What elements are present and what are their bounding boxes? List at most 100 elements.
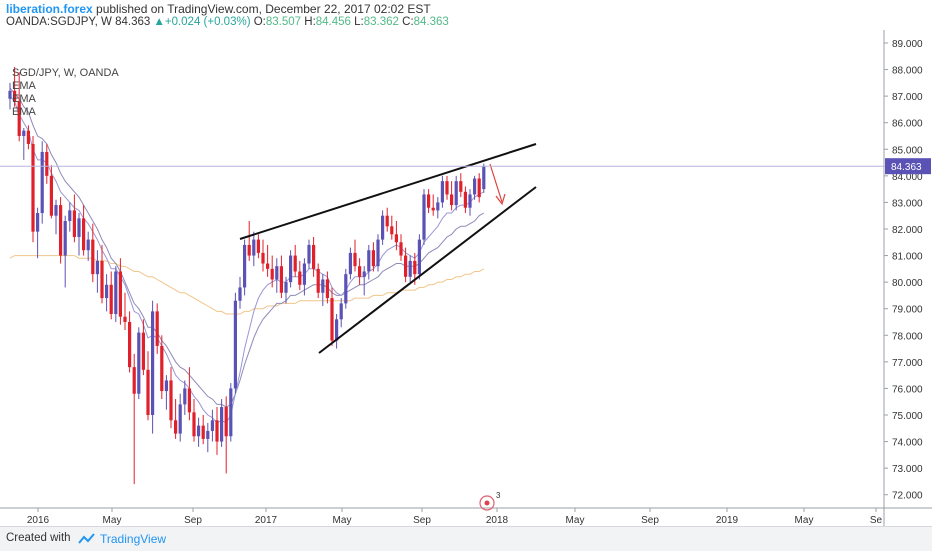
high-label: H:: [304, 16, 316, 28]
candle: [321, 274, 325, 307]
candle: [22, 128, 26, 160]
candle-body: [459, 181, 463, 192]
tradingview-brand[interactable]: TradingView: [100, 532, 167, 546]
candle: [187, 367, 191, 421]
candle-body: [123, 316, 127, 322]
candle-body: [413, 260, 417, 275]
candle: [473, 175, 477, 200]
candle: [353, 239, 357, 272]
candle: [298, 260, 302, 291]
ohlc-line: OANDA:SGDJPY, W 84.363 ▲+0.024 (+0.03%) …: [6, 16, 449, 28]
candle-body: [445, 181, 449, 195]
candle: [312, 236, 316, 277]
change-value: +0.024 (+0.03%): [164, 16, 251, 28]
candle: [293, 244, 297, 277]
candle: [371, 242, 375, 272]
candle-body: [36, 213, 40, 232]
candle-body: [279, 266, 283, 293]
candle: [335, 314, 339, 349]
candle-body: [206, 430, 210, 439]
candle-body: [77, 218, 81, 237]
candle-body: [132, 367, 136, 394]
price-tick-label: 85.000: [892, 145, 923, 156]
time-tick-label: Se: [870, 515, 883, 526]
events-badge[interactable]: 3: [479, 491, 501, 511]
candle-body: [408, 260, 412, 277]
candle-body: [385, 215, 389, 227]
candle-body: [325, 279, 329, 299]
author-link[interactable]: liberation.forex: [6, 2, 93, 16]
candle-body: [436, 202, 440, 211]
last-price-badge: [885, 158, 931, 175]
candle: [105, 274, 109, 312]
candle-body: [348, 252, 352, 275]
lower-trendline: [318, 186, 537, 354]
candle: [8, 82, 12, 110]
candle: [160, 335, 164, 400]
candle-body: [468, 194, 472, 208]
candle: [109, 271, 113, 320]
price-tick-label: 80.000: [892, 278, 923, 289]
candle: [399, 234, 403, 261]
candle-body: [26, 130, 30, 144]
candle-body: [316, 268, 320, 293]
chart-area[interactable]: 72.000 73.000 74.000 75.000 76.000 77.000 78.0…: [0, 30, 932, 526]
price-tick-label: 77.000: [892, 358, 923, 369]
candle-body: [215, 420, 219, 442]
candle: [95, 250, 99, 293]
open-label: O:: [253, 16, 266, 28]
candle-body: [105, 284, 109, 299]
candle: [210, 409, 214, 442]
candle-body: [307, 244, 311, 264]
time-tick-label: 2019: [716, 515, 739, 526]
candle-body: [45, 151, 49, 176]
price-tick-label: 89.000: [892, 39, 923, 50]
candle: [137, 327, 141, 400]
candle: [146, 351, 150, 421]
candle-body: [141, 332, 145, 370]
candle: [229, 383, 233, 442]
candle-body: [164, 380, 168, 392]
candle: [201, 414, 205, 445]
candle-body: [72, 210, 76, 237]
last-price-badge-label: 84.363: [891, 162, 922, 173]
candle-body: [91, 239, 95, 275]
price-tick-label: 76.000: [892, 384, 923, 395]
time-tick-label: Sep: [413, 515, 431, 526]
candle: [91, 223, 95, 283]
candle-body: [394, 234, 398, 243]
time-tick-label: May: [333, 515, 352, 526]
candle-body: [183, 388, 187, 405]
candle: [284, 276, 288, 304]
candle-body: [362, 271, 366, 277]
event-dot-icon: [484, 500, 490, 506]
candle-body: [13, 90, 17, 102]
candle-body: [220, 407, 224, 442]
price-tick-label: 74.000: [892, 438, 923, 449]
candle: [178, 393, 182, 442]
candle: [408, 255, 412, 283]
candle: [40, 141, 44, 224]
time-axis: 2016 May Sep 2017 May Sep 2018 May Sep 2019 May Se: [0, 507, 932, 526]
candle-body: [49, 175, 53, 216]
candle: [238, 276, 242, 309]
candle: [422, 189, 426, 245]
candle-body: [233, 300, 237, 389]
time-tick-label: May: [566, 515, 585, 526]
price-chart[interactable]: 72.000 73.000 74.000 75.000 76.000 77.000 78.0…: [0, 30, 932, 526]
candle: [45, 143, 49, 184]
candle-body: [335, 319, 339, 341]
close-label: C:: [402, 16, 414, 28]
candle: [72, 194, 76, 243]
candle: [459, 173, 463, 198]
candle-body: [210, 420, 214, 431]
price-tick-label: 87.000: [892, 92, 923, 103]
candle-body: [298, 271, 302, 285]
candle: [454, 175, 458, 211]
publish-line: liberation.forex published on TradingVie…: [6, 2, 431, 16]
candle: [436, 197, 440, 219]
candle: [362, 266, 366, 296]
price-tick-label: 75.000: [892, 411, 923, 422]
candle-body: [358, 266, 362, 277]
candle-body: [118, 271, 122, 317]
